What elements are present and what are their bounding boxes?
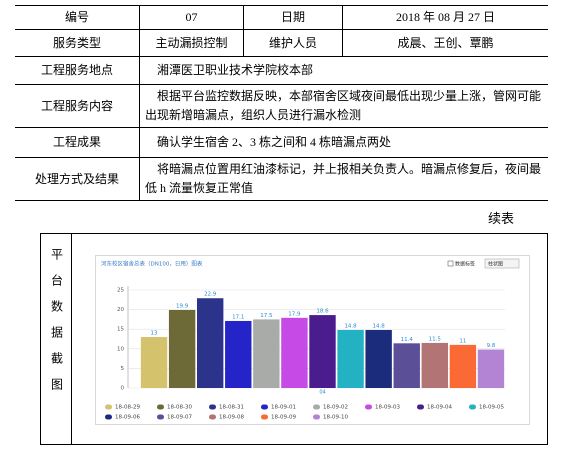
bar [281,317,308,388]
cell: 编号 [15,5,140,30]
value-label: 17.1 [232,314,244,320]
cell: 湘潭医卫职业技术学院校本部 [139,56,548,85]
legend-swatch [157,414,164,420]
chart-title: 河东校区宿舍总表（DN100，日用）图表 [101,260,203,268]
cell: 根据平台监控数据反映，本部宿舍区域夜间最低出现少量上涨，管网可能出现新增暗漏点，… [139,84,548,128]
legend-label: 18-09-08 [219,415,244,421]
y-tick-label: 10 [117,346,124,352]
legend-label: 18-09-06 [115,415,140,421]
value-label: 11.5 [429,336,442,342]
legend-label: 18-09-10 [323,415,348,421]
bar [140,337,168,388]
legend-label: 18-08-29 [115,405,140,411]
dropdown[interactable] [484,258,520,269]
bar [449,344,477,388]
bar [477,349,505,388]
legend-swatch [105,404,112,410]
bar [393,343,420,388]
bar [225,320,252,388]
legend-label: 18-09-02 [323,405,348,411]
legend-swatch [209,414,216,420]
legend-label: 18-09-05 [479,405,504,411]
legend-label: 18-09-03 [375,405,400,411]
legend-swatch [417,404,424,410]
value-label: 14.8 [344,323,357,329]
cell: 2018 年 08 月 27 日 [342,5,548,30]
y-tick-label: 20 [117,307,124,313]
legend-swatch [209,404,216,410]
label-cell: 平台数据截图 [40,233,72,445]
screenshot-label: 平台数据截图 [49,248,64,404]
value-label: 9.8 [487,343,496,349]
legend-label: 18-08-30 [167,405,192,411]
continued-label: 续表 [488,211,515,226]
cell: 确认学生宿舍 2、3 栋之间和 4 栋暗漏点两处 [139,127,548,158]
y-tick-label: 5 [121,366,125,372]
legend-label: 18-09-07 [167,415,192,421]
chart-screenshot: 河东校区宿舍总表（DN100，日用）图表 数据标签 柱状图 0 5 10 15 20 25… [95,255,530,425]
y-tick-label: 0 [121,386,125,392]
cell: 07 [139,5,244,30]
cell: 服务类型 [15,29,140,57]
value-label: 22.9 [204,292,217,298]
control[interactable]: 数据标签 [455,261,475,268]
bar [421,342,449,388]
value-label: 18.6 [316,309,329,315]
legend-label: 18-09-09 [271,415,296,421]
annotation: 04 [319,390,325,396]
control[interactable]: 柱状图 [488,261,503,268]
y-tick-label: 15 [117,327,124,333]
legend-swatch [157,404,164,410]
cell: 将暗漏点位置用红油漆标记，并上报相关负责人。暗漏点修复后，夜间最低 h 流量恢复… [139,157,548,201]
bar [253,319,280,388]
checkbox[interactable] [447,260,454,267]
legend-swatch [261,414,268,420]
legend-swatch [469,404,476,410]
value-label: 17.5 [260,313,273,319]
cell: 日期 [243,5,343,30]
cell: 处理方式及结果 [15,157,140,201]
y-tick-label: 25 [117,288,124,294]
value-label: 19.9 [176,303,189,309]
bar [309,315,336,388]
cell: 工程服务内容 [15,84,140,128]
value-label: 13 [151,331,158,337]
cell: 主动漏损控制 [139,29,244,57]
legend-label: 18-09-01 [271,405,296,411]
bar [196,298,224,388]
value-label: 11 [459,338,466,344]
info-table: 编号 07 日期 2018 年 08 月 27 日 服务类型 主动漏损控制 维护人员 成晨、… [15,5,548,201]
cell: 维护人员 [243,29,343,57]
legend-swatch [105,414,112,420]
value-label: 14.8 [373,323,386,329]
value-label: 17.9 [288,311,301,317]
cell: 工程成果 [15,127,140,158]
legend-label: 18-08-31 [219,405,244,411]
legend-label: 18-09-04 [427,405,452,411]
value-label: 11.4 [401,337,414,343]
legend-swatch [261,404,268,410]
legend-swatch [313,414,320,420]
legend-swatch [313,404,320,410]
legend-swatch [365,404,372,410]
bar [365,329,392,388]
bar [168,309,196,388]
cell: 成晨、王创、覃鹏 [342,29,548,57]
bar [337,329,364,388]
cell: 工程服务地点 [15,56,140,85]
